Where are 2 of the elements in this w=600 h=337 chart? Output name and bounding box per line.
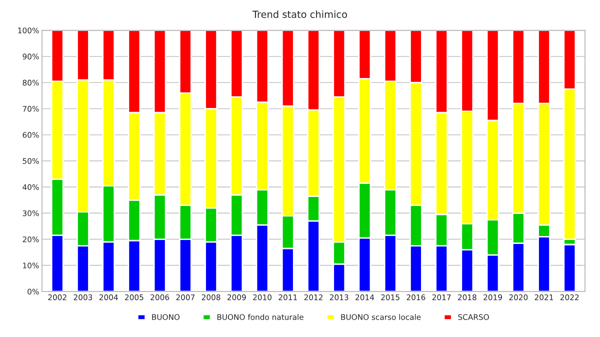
bar [563,244,576,292]
chart-title: Trend stato chimico [252,10,347,18]
